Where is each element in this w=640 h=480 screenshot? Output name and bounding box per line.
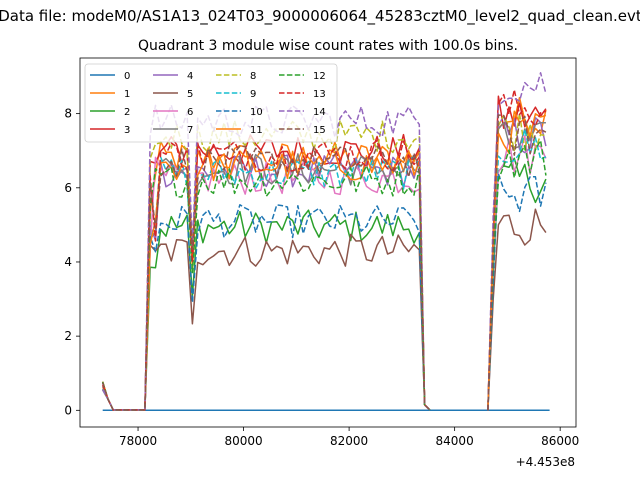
x-axis: 78000 80000 82000 84000 86000: [119, 427, 579, 448]
legend-label-11: 11: [250, 125, 263, 136]
legend-label-8: 8: [250, 71, 256, 82]
x-offset-label: +4.453e8: [516, 455, 575, 469]
series-line-15-segment-1: [101, 144, 431, 411]
x-tick-label: 80000: [224, 434, 262, 448]
legend-label-12: 12: [313, 71, 326, 82]
y-tick-label: 2: [64, 329, 72, 343]
series-line-10-segment-2: [487, 173, 547, 411]
series-line-5-segment-1: [102, 233, 431, 411]
y-tick-label: 0: [64, 403, 72, 417]
legend-label-3: 3: [124, 125, 130, 136]
axes-frame: [79, 57, 577, 428]
series-line-15-segment-2: [487, 114, 547, 411]
legend-label-10: 10: [250, 107, 263, 118]
y-tick-label: 6: [64, 181, 72, 195]
legend-label-2: 2: [124, 107, 130, 118]
series-line-3-segment-2: [487, 95, 547, 411]
legend-label-13: 13: [313, 89, 326, 100]
legend-label-6: 6: [187, 107, 193, 118]
x-tick-label: 86000: [541, 434, 579, 448]
legend-label-9: 9: [250, 89, 256, 100]
legend-label-7: 7: [187, 125, 193, 136]
x-tick-label: 78000: [119, 434, 157, 448]
series-line-3-segment-1: [101, 133, 431, 411]
series-line-11-segment-1: [101, 149, 431, 411]
legend-label-1: 1: [124, 89, 130, 100]
series-line-9-segment-2: [487, 128, 547, 411]
chart-title: Quadrant 3 module wise count rates with …: [138, 38, 518, 54]
chart-suptitle: Data file: modeM0/AS1A13_024T03_90000060…: [0, 7, 640, 26]
legend-label-15: 15: [313, 125, 326, 136]
series-line-6-segment-1: [102, 156, 431, 411]
series-line-11-segment-2: [487, 110, 547, 411]
legend-box: [84, 63, 338, 143]
y-tick-label: 8: [64, 107, 72, 121]
x-tick-label: 82000: [330, 434, 368, 448]
y-tick-label: 4: [64, 255, 72, 269]
legend-label-4: 4: [187, 71, 193, 82]
series-line-5-segment-2: [487, 208, 547, 411]
legend-label-5: 5: [187, 89, 193, 100]
x-tick-label: 84000: [436, 434, 474, 448]
series-line-12-segment-1: [101, 165, 431, 411]
series-line-12-segment-2: [487, 139, 547, 411]
y-axis: 0 2 4 6 8: [64, 107, 80, 417]
legend-label-14: 14: [313, 107, 326, 118]
legend-label-0: 0: [124, 71, 130, 82]
